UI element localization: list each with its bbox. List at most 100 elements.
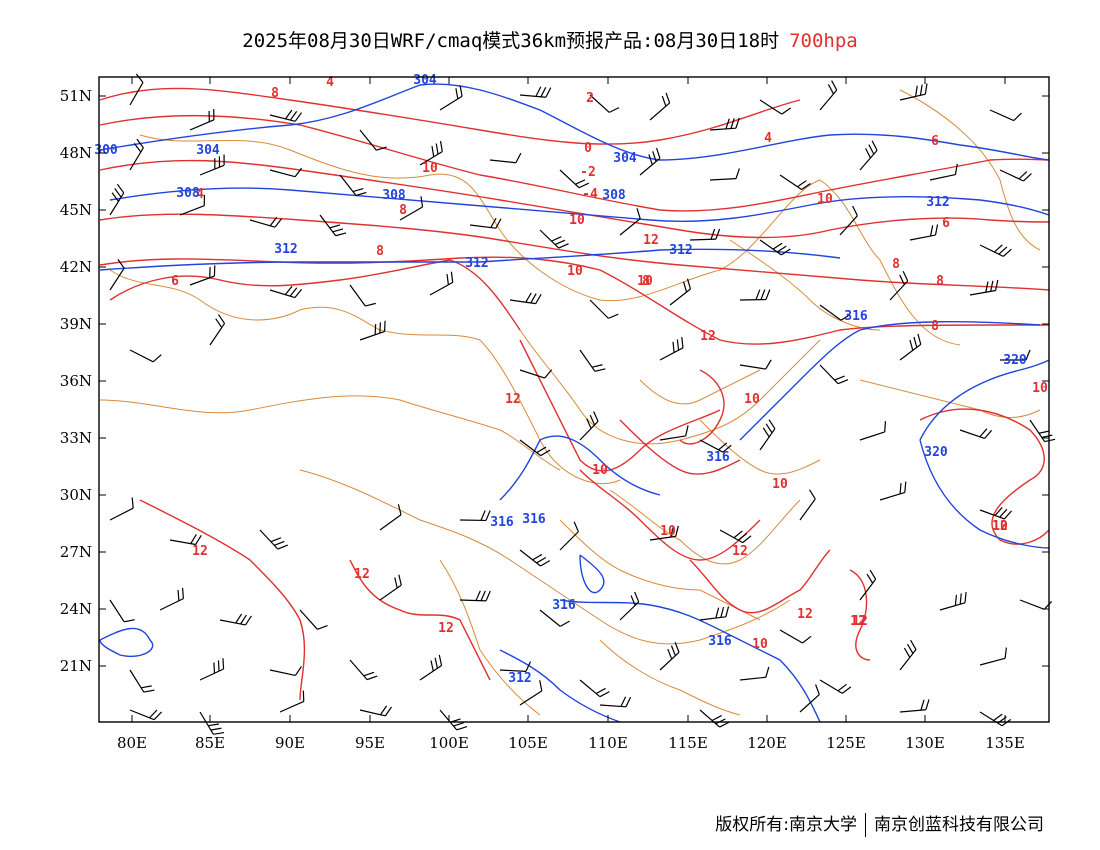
temperature-contour [99, 159, 1050, 239]
boundary-line [99, 395, 561, 471]
wind-barb [589, 94, 620, 113]
wind-barb [269, 109, 303, 122]
wind-barb [719, 529, 752, 544]
wind-barb [129, 349, 162, 363]
boundary-line [609, 489, 801, 565]
wind-barb [219, 613, 252, 626]
temperature-label: -4 [582, 187, 598, 202]
height-contour [99, 248, 841, 271]
wind-barb [399, 196, 424, 221]
temperature-label: 12 [992, 519, 1008, 534]
wind-barb [619, 591, 640, 621]
wind-barb [699, 606, 730, 621]
wind-barb [519, 680, 543, 706]
wind-barb [269, 285, 303, 299]
lat-label: 21N [60, 657, 92, 675]
wind-barb [819, 364, 849, 385]
temperature-label: 10 [744, 392, 760, 407]
temperature-contour [519, 339, 721, 472]
wind-barb [359, 320, 386, 341]
wind-barb [979, 507, 1013, 520]
wind-barb [359, 129, 387, 151]
wind-barb [439, 85, 463, 111]
lon-label: 85E [195, 734, 225, 752]
height-label: 312 [465, 256, 488, 271]
boundary-line [439, 559, 541, 716]
temperature-label: 12 [354, 567, 370, 582]
temperature-label: 10 [992, 519, 1008, 534]
height-label: 308 [602, 188, 626, 203]
height-label: 308 [176, 186, 200, 201]
temperature-label: -2 [580, 165, 596, 180]
wind-barb [899, 333, 922, 361]
wind-barb [129, 669, 155, 693]
lon-label: 100E [429, 734, 469, 752]
wind-barb [129, 138, 144, 171]
wind-barb [199, 711, 225, 735]
wind-barb [759, 239, 791, 256]
boundary-line [639, 369, 761, 405]
wind-barb [929, 163, 958, 181]
temperature-label: 10 [772, 477, 788, 492]
wind-barb [739, 289, 771, 301]
wind-barb [839, 205, 858, 236]
wind-barb [159, 587, 184, 611]
height-contour [499, 649, 621, 723]
wind-barb [739, 666, 770, 681]
lat-label: 33N [60, 429, 92, 447]
wind-barb [109, 183, 125, 216]
wind-barb [429, 271, 454, 296]
temperature-label: 4 [326, 75, 334, 90]
height-contour [499, 435, 661, 501]
wind-barb [339, 174, 367, 197]
wind-barb [199, 658, 225, 681]
temperature-label: 10 [592, 463, 608, 478]
wind-barb [739, 359, 772, 370]
temperature-label: 12 [438, 621, 454, 636]
height-contour [739, 321, 1041, 441]
temperature-label: 4 [196, 187, 204, 202]
boundary-line [139, 134, 961, 346]
wind-barb [999, 169, 1032, 182]
height-label: 316 [844, 309, 868, 324]
wind-barb [349, 659, 378, 681]
wind-barb [559, 521, 579, 551]
wind-barb [819, 679, 852, 694]
lat-label: 42N [60, 258, 92, 276]
wind-barb [109, 599, 135, 623]
height-label: 304 [613, 151, 637, 166]
wind-barb [619, 208, 641, 236]
wind-barb [169, 534, 202, 546]
map-frame [98, 76, 1050, 723]
wind-barb [859, 421, 887, 441]
wind-barb [129, 709, 162, 721]
wind-barb [419, 654, 443, 681]
temperature-label: 10 [1032, 381, 1048, 396]
wind-barb [279, 690, 305, 713]
height-contour [579, 554, 605, 594]
wind-barb [589, 299, 619, 319]
wind-barb [269, 666, 302, 676]
temperature-label: 8 [642, 274, 650, 289]
height-label: 312 [274, 242, 297, 257]
temperature-contour [99, 87, 801, 145]
temperature-label: 6 [942, 216, 950, 231]
temperature-label: 6 [931, 134, 939, 149]
lon-label: 95E [355, 734, 385, 752]
wind-barb [649, 92, 671, 121]
temperature-label: 10 [567, 264, 583, 279]
height-label: 316 [706, 450, 730, 465]
lat-label: 51N [60, 87, 92, 105]
wind-barbs [109, 73, 1056, 735]
wind-barb [439, 709, 468, 731]
height-label: 320 [1003, 353, 1027, 368]
temperature-label: 12 [505, 392, 521, 407]
wind-barb [499, 661, 532, 672]
temperature-label: 12 [850, 614, 866, 629]
wind-barb [659, 642, 680, 671]
lat-label: 36N [60, 372, 92, 390]
temperature-label: 8 [376, 244, 384, 259]
wind-barb [969, 279, 999, 296]
